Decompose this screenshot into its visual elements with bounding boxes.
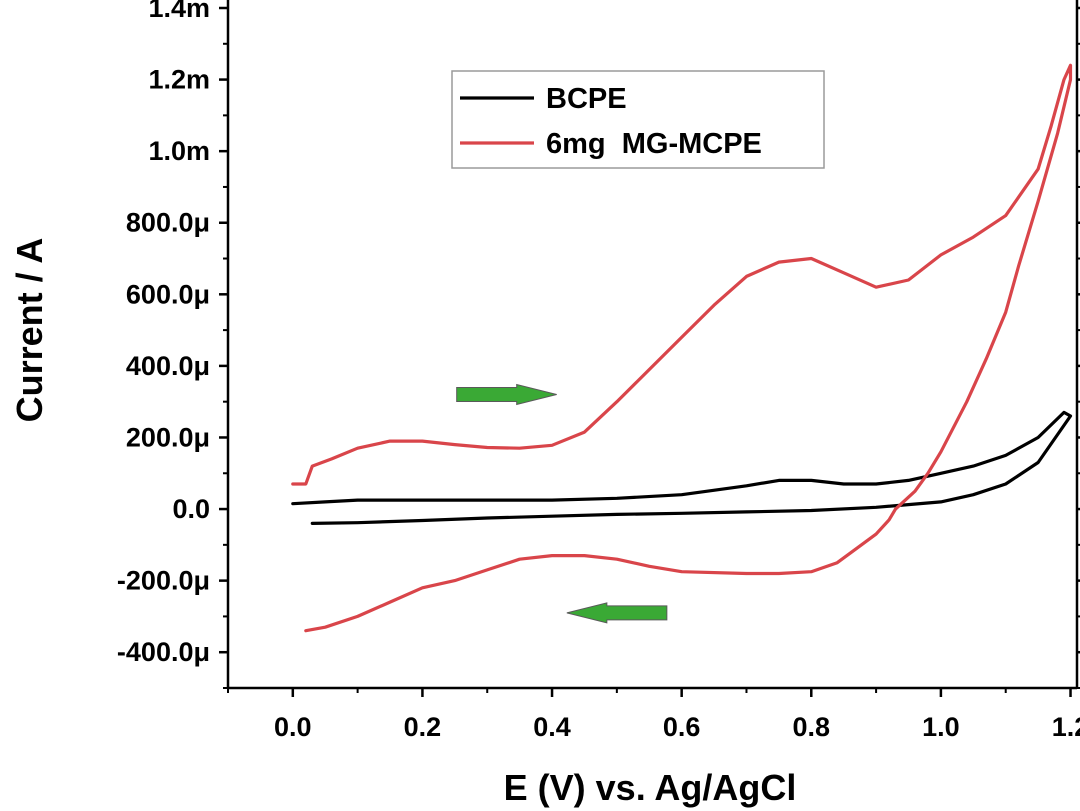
x-tick-label: 1.0 [922,712,960,742]
y-axis-ticks: -400.0μ -200.0μ 0.0 200.0μ 400.0μ 600.0μ 800.0… [117,0,1080,689]
x-tick-label: 0.6 [663,712,701,742]
x-axis-ticks: 0.0 0.2 0.4 0.6 0.8 1.0 1.2 [227,688,1080,742]
x-axis-title: E (V) vs. Ag/AgCl [504,767,797,808]
y-tick-label: 1.4m [148,0,210,23]
y-tick-label: 200.0μ [126,422,210,452]
series-line-mg-mcpe [291,63,1073,633]
y-tick-label: 800.0μ [126,208,210,238]
x-tick-label: 1.2 [1052,712,1080,742]
legend-label-bcpe: BCPE [546,83,627,115]
x-tick-label: 0.0 [274,712,312,742]
scan-direction-arrow-left [566,602,668,624]
y-axis-title: Current / A [9,238,50,423]
annotation-layer [456,383,668,624]
y-tick-label: 1.0m [148,136,210,166]
x-tick-label: 0.2 [404,712,442,742]
scan-direction-arrow-right [456,383,557,406]
legend-label-mg-mcpe: 6mg MG-MCPE [546,128,762,160]
series-line-bcpe [291,410,1073,525]
x-tick-label: 0.4 [533,712,571,742]
y-tick-label: 600.0μ [126,279,210,309]
y-tick-label: 400.0μ [126,351,210,381]
y-tick-label: 0.0 [172,494,210,524]
legend-box [451,70,825,169]
y-tick-label: -400.0μ [117,637,210,667]
y-tick-label: 1.2m [148,65,210,95]
y-tick-label: -200.0μ [117,566,210,596]
x-tick-label: 0.8 [793,712,831,742]
series-layer [291,63,1073,633]
legend: BCPE 6mg MG-MCPE [451,70,825,169]
